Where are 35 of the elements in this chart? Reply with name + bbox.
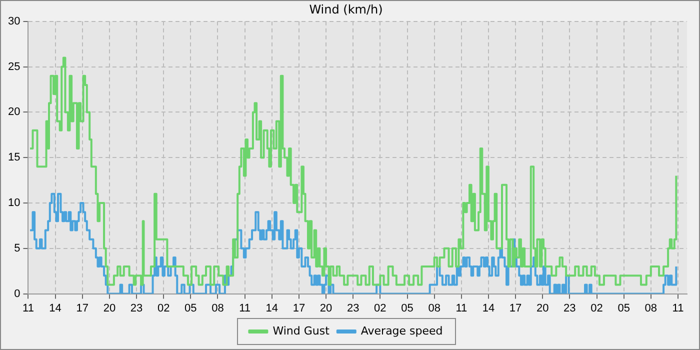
x-tick-label: 20: [103, 302, 116, 314]
y-tick-label: 0: [14, 288, 20, 300]
y-tick-label: 10: [8, 197, 20, 210]
y-tick-label: 15: [8, 152, 20, 164]
x-tick-label: 11: [239, 302, 251, 314]
x-tick-label: 17: [76, 302, 89, 314]
y-tick-label: 20: [8, 106, 20, 118]
legend-label: Wind Gust: [272, 324, 330, 338]
x-tick-label: 08: [428, 302, 440, 314]
x-tick-label: 23: [564, 302, 576, 314]
x-tick-label: 08: [212, 302, 224, 314]
y-tick-label: 25: [8, 60, 20, 73]
x-tick-label: 08: [644, 302, 658, 314]
x-tick-label: 11: [672, 302, 684, 314]
x-tick-label: 05: [184, 302, 197, 314]
x-tick-label: 05: [618, 302, 630, 314]
x-tick-label: 17: [509, 302, 522, 314]
x-tick-label: 20: [320, 302, 332, 314]
x-tick-label: 11: [22, 302, 34, 314]
x-tick-label: 02: [374, 302, 386, 314]
y-tick-label: 5: [14, 242, 20, 254]
x-tick-label: 14: [266, 302, 278, 314]
x-tick-label: 17: [292, 302, 306, 314]
x-tick-label: 23: [130, 302, 143, 314]
x-tick-label: 02: [157, 302, 170, 314]
x-tick-label: 02: [590, 302, 603, 314]
y-tick-label: 30: [8, 15, 20, 28]
x-tick-label: 11: [456, 302, 468, 314]
x-tick-label: 23: [346, 302, 360, 314]
x-tick-label: 20: [536, 302, 549, 314]
chart-title: Wind (km/h): [309, 2, 383, 16]
x-tick-label: 05: [401, 302, 414, 314]
x-tick-label: 14: [49, 302, 62, 314]
x-tick-label: 14: [482, 302, 495, 314]
legend-label: Average speed: [360, 324, 443, 338]
